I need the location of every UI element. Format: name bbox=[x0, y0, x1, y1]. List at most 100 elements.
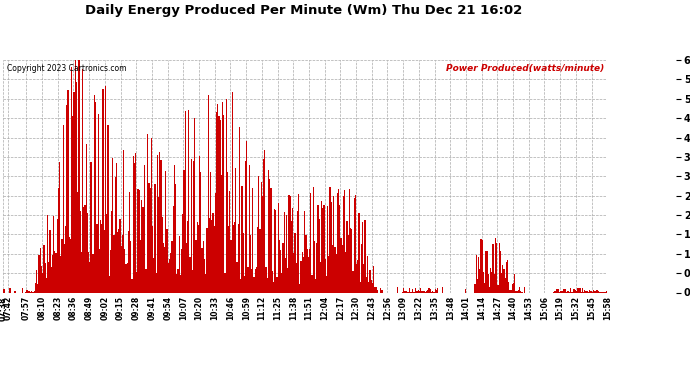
Bar bbox=[344, 190, 345, 292]
Bar bbox=[98, 114, 99, 292]
Bar bbox=[580, 288, 581, 292]
Bar bbox=[256, 267, 257, 292]
Bar bbox=[247, 267, 248, 292]
Bar bbox=[227, 172, 228, 292]
Bar bbox=[279, 240, 280, 292]
Bar bbox=[327, 206, 328, 292]
Bar bbox=[76, 82, 77, 292]
Bar bbox=[175, 184, 176, 292]
Bar bbox=[364, 220, 366, 292]
Bar bbox=[562, 289, 564, 292]
Bar bbox=[504, 278, 506, 292]
Bar bbox=[171, 241, 172, 292]
Text: 14:27: 14:27 bbox=[493, 296, 502, 321]
Bar bbox=[224, 273, 226, 292]
Bar bbox=[108, 276, 110, 292]
Bar bbox=[190, 159, 192, 292]
Bar bbox=[420, 288, 421, 292]
Bar bbox=[141, 200, 142, 292]
Bar bbox=[564, 289, 565, 292]
Bar bbox=[97, 224, 98, 292]
Bar bbox=[298, 194, 299, 292]
Bar bbox=[182, 214, 184, 292]
Bar bbox=[419, 291, 420, 292]
Bar bbox=[169, 259, 170, 292]
Bar bbox=[355, 195, 356, 292]
Bar bbox=[567, 291, 569, 292]
Bar bbox=[404, 291, 406, 292]
Bar bbox=[565, 289, 566, 292]
Bar bbox=[436, 290, 437, 292]
Bar bbox=[339, 205, 340, 292]
Text: 14:01: 14:01 bbox=[462, 296, 471, 320]
Bar bbox=[586, 291, 588, 292]
Bar bbox=[244, 276, 245, 292]
Bar bbox=[113, 235, 115, 292]
Bar bbox=[271, 271, 273, 292]
Bar bbox=[368, 282, 369, 292]
Text: 12:17: 12:17 bbox=[336, 296, 345, 321]
Bar bbox=[288, 195, 290, 292]
Bar bbox=[498, 243, 500, 292]
Bar bbox=[274, 209, 275, 292]
Bar bbox=[332, 245, 333, 292]
Bar bbox=[216, 112, 217, 292]
Bar bbox=[508, 282, 509, 292]
Bar bbox=[601, 291, 602, 292]
Text: 07:42: 07:42 bbox=[3, 296, 13, 321]
Bar bbox=[156, 273, 157, 292]
Bar bbox=[299, 284, 300, 292]
Bar bbox=[72, 116, 73, 292]
Bar bbox=[524, 287, 525, 292]
Bar bbox=[245, 161, 246, 292]
Bar bbox=[485, 251, 486, 292]
Bar bbox=[575, 290, 576, 292]
Bar bbox=[337, 193, 338, 292]
Bar bbox=[127, 263, 128, 292]
Bar bbox=[187, 221, 188, 292]
Bar bbox=[491, 272, 493, 292]
Bar bbox=[146, 269, 147, 292]
Bar bbox=[126, 264, 127, 292]
Bar bbox=[28, 291, 29, 292]
Bar bbox=[362, 222, 363, 292]
Bar bbox=[576, 291, 577, 292]
Bar bbox=[86, 144, 87, 292]
Bar bbox=[494, 274, 495, 292]
Bar bbox=[424, 291, 425, 292]
Bar bbox=[314, 242, 315, 292]
Text: 11:12: 11:12 bbox=[257, 296, 266, 320]
Bar bbox=[137, 189, 139, 292]
Bar bbox=[515, 291, 517, 292]
Bar bbox=[509, 290, 511, 292]
Bar bbox=[55, 252, 57, 292]
Text: 14:53: 14:53 bbox=[524, 296, 533, 320]
Bar bbox=[131, 279, 132, 292]
Bar bbox=[255, 269, 256, 292]
Bar bbox=[170, 253, 171, 292]
Bar bbox=[129, 192, 130, 292]
Text: 08:10: 08:10 bbox=[37, 296, 47, 321]
Bar bbox=[144, 165, 145, 292]
Bar bbox=[226, 99, 227, 292]
Text: 10:20: 10:20 bbox=[195, 296, 204, 320]
Bar bbox=[101, 224, 102, 292]
Text: 13:09: 13:09 bbox=[399, 296, 408, 320]
Bar bbox=[261, 182, 262, 292]
Bar bbox=[361, 244, 362, 292]
Bar bbox=[380, 288, 382, 292]
Bar bbox=[201, 248, 203, 292]
Bar bbox=[206, 228, 208, 292]
Bar bbox=[48, 262, 50, 292]
Bar bbox=[427, 290, 428, 292]
Bar bbox=[119, 219, 121, 292]
Bar bbox=[582, 288, 583, 292]
Bar bbox=[506, 262, 507, 292]
Bar bbox=[496, 243, 497, 292]
Bar bbox=[52, 255, 53, 292]
Bar bbox=[79, 211, 81, 292]
Bar bbox=[217, 105, 218, 292]
Bar bbox=[406, 291, 407, 292]
Bar bbox=[195, 240, 197, 292]
Bar bbox=[309, 249, 310, 292]
